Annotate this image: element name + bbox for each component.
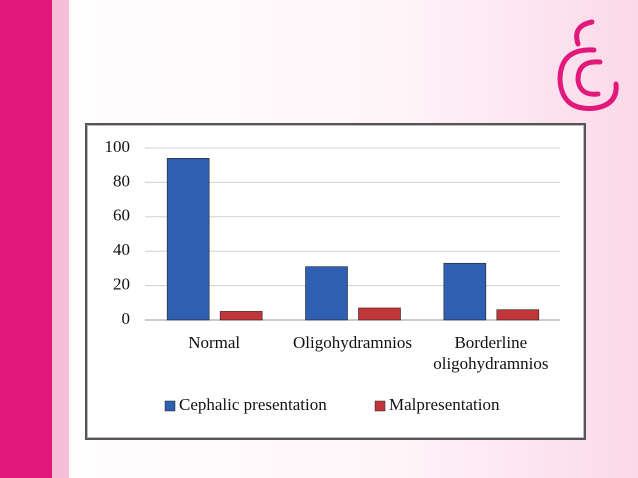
y-tick-label: 0 [122, 309, 131, 328]
bar [219, 311, 263, 321]
side-band [0, 0, 52, 478]
y-tick-label: 100 [105, 137, 131, 156]
x-tick-label: Normal [188, 333, 241, 352]
y-tick-label: 60 [113, 206, 130, 225]
y-tick-label: 80 [113, 171, 130, 190]
bar [166, 158, 210, 321]
y-tick-label: 20 [113, 275, 130, 294]
legend-swatch [374, 400, 386, 412]
x-tick-label: Borderline oligohydramnios [433, 333, 549, 373]
legend-label: Malpresentation [389, 395, 500, 414]
x-tick-label: Oligohydramnios [293, 333, 412, 352]
bar [496, 309, 540, 321]
bar [305, 266, 348, 321]
y-tick-label: 40 [113, 240, 130, 259]
bar [443, 262, 487, 321]
legend-label: Cephalic presentation [179, 395, 327, 414]
side-band-light [52, 0, 69, 478]
legend-swatch [164, 400, 176, 412]
bar [358, 307, 401, 321]
